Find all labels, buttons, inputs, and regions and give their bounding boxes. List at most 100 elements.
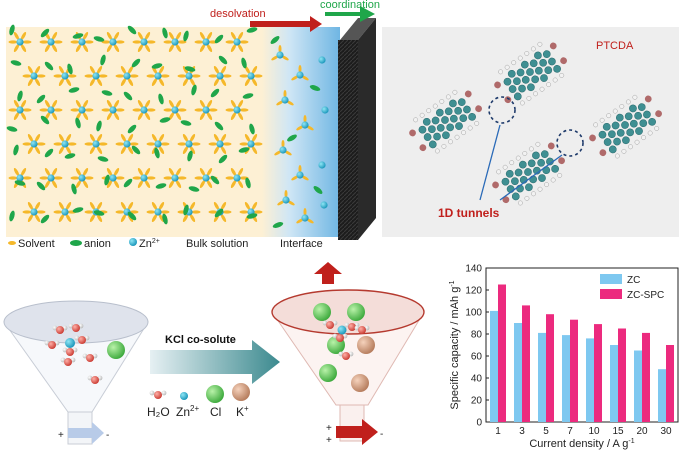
left-solvation-cluster [44,323,125,384]
anion-53 [245,177,251,189]
interface-anion-3 [313,186,323,194]
anion-11 [67,63,73,75]
anion-14 [151,63,163,69]
anion-0 [9,24,15,36]
anion-24 [191,84,197,96]
ptcda-molecule-top [494,41,567,106]
interface-zn-5 [291,165,309,181]
left-water-1 [44,340,60,349]
x-tick-label: 1 [495,426,501,437]
legend-zn2-label: Zn2+ [176,404,199,419]
solvated-zn-24 [22,133,46,155]
solvated-zn-45 [177,201,201,223]
plot-frame [485,267,679,423]
interface-zn-7 [296,208,314,224]
kcl-arrow [150,340,280,384]
x-axis-label: Current density / A g-1 [529,438,634,450]
right-cl-ion-1 [313,303,331,321]
x-tick-label: 10 [588,426,600,437]
anion-33 [180,120,192,126]
anion-59 [162,213,168,225]
anion-51 [188,186,200,192]
anion-9 [10,60,22,66]
anion-26 [242,93,254,99]
bar-zc-spc-1 [498,284,506,422]
anion-57 [93,210,105,216]
solvated-zn-19 [101,99,125,121]
right-flow-arrow [336,419,378,445]
solvated-particles [8,31,329,224]
anion-27 [6,126,18,132]
anion-6 [183,30,189,42]
right-plus-label-2: + [326,435,332,446]
ptcda-molecule-right [589,94,662,159]
anion-35 [249,123,255,135]
left-water-6 [82,353,98,362]
solvated-zn-8 [22,65,46,87]
solvated-zn-11 [115,65,139,87]
anion-50 [155,183,167,189]
interface-zn-1 [291,65,309,81]
anion-31 [127,124,137,134]
anion-8 [246,27,258,33]
right-water-4 [338,351,354,360]
left-water-4 [68,323,84,332]
anion-17 [241,57,247,69]
right-zn-ion [337,325,347,335]
anion-42 [187,150,193,162]
anion-20 [68,87,80,93]
anion-23 [158,93,164,105]
right-water-2 [332,333,348,342]
interface-zn-11 [320,201,328,209]
y-tick-label: 20 [471,396,483,407]
solvated-zn-38 [194,167,218,189]
solvated-zn-12 [146,65,170,87]
anion-25 [210,88,220,98]
anion-47 [71,183,77,195]
anion-2 [72,33,84,39]
anion-45 [14,180,26,186]
water-icon [149,390,167,399]
y-tick-label: 140 [465,264,482,275]
anion-16 [218,55,228,65]
bar-zc-spc-10 [594,324,602,422]
solvated-zn-3 [101,31,125,53]
right-k-ion-2 [351,374,369,392]
middle-legend: H₂O Zn2+ Cl K+ [147,383,250,419]
anion-61 [214,208,224,218]
interface-region [262,27,340,237]
bar-zc-30 [658,369,666,422]
solvated-zn-1 [39,31,63,53]
solvated-zn-21 [163,99,187,121]
legend-h2o-label: H₂O [147,405,170,419]
anion-62 [246,213,258,219]
interface-anion-4 [272,222,284,228]
solvated-zn-33 [39,167,63,189]
interface-anion-1 [309,85,321,91]
legend-label-zc-spc: ZC-SPC [627,290,664,301]
y-tick-label: 60 [471,352,483,363]
legend-label-zc: ZC [627,275,640,286]
left-water-7 [87,375,103,384]
solvated-zn-4 [132,31,156,53]
anion-52 [210,175,220,185]
anion-40 [131,145,141,155]
right-water-0 [322,320,338,329]
anion-56 [72,207,84,213]
bar-zc-1 [490,310,498,422]
solvated-zn-23 [225,99,249,121]
y-tick-label: 80 [471,330,483,341]
right-solvation-cluster [313,303,375,392]
solvated-zn-16 [8,99,32,121]
anion-34 [214,121,224,131]
legend-solvent-label: Solvent [18,238,55,250]
electrode-block [338,18,376,240]
solvated-zn-27 [115,133,139,155]
interface-zn-3 [296,115,314,131]
legend-cl-label: Cl [210,405,221,419]
x-tick-label: 15 [612,426,624,437]
anion-32 [159,117,171,123]
left-cl-ion [107,341,125,359]
solvated-zn-14 [208,65,232,87]
legend-anion-label: anion [84,238,111,250]
